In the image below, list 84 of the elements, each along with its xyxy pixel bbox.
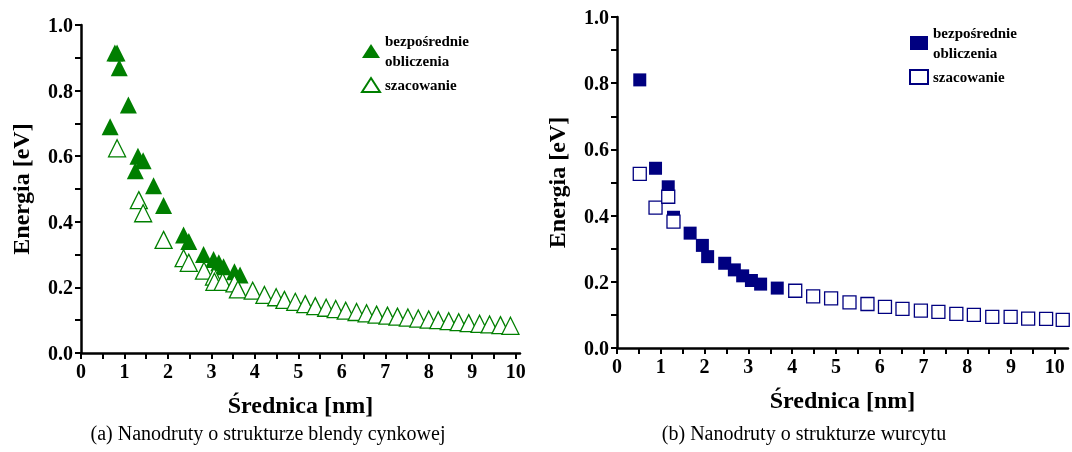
point <box>913 303 929 318</box>
point <box>666 214 681 229</box>
x-tick-label: 6 <box>874 355 885 377</box>
point <box>895 301 910 317</box>
y-tick-label: 0.8 <box>48 79 73 102</box>
point <box>179 253 198 272</box>
y-tick-label: 0.6 <box>48 145 73 168</box>
point <box>877 299 893 315</box>
point <box>842 295 857 310</box>
point <box>701 250 715 264</box>
x-tick-label: 10 <box>1044 355 1065 377</box>
point <box>633 73 647 87</box>
x-tick-label: 2 <box>699 355 710 377</box>
point <box>931 304 946 320</box>
point <box>1055 312 1070 328</box>
x-tick-label: 3 <box>206 360 217 382</box>
x-axis-title: Średnica [nm] <box>769 387 916 413</box>
text: (b) Nanodruty o strukturze wurcytu <box>661 422 947 445</box>
y-axis-title: Energia [eV] <box>544 116 570 249</box>
x-tick-label: 5 <box>293 360 304 382</box>
point <box>101 118 119 136</box>
point <box>1003 309 1018 325</box>
point <box>119 96 137 114</box>
point <box>806 289 821 304</box>
x-tick-label: 7 <box>918 355 929 377</box>
point <box>134 204 153 223</box>
point <box>754 277 768 291</box>
x-tick-label: 2 <box>162 360 173 382</box>
y-tick-label: 0.2 <box>48 276 73 299</box>
legend-label: szacowanie <box>933 69 1005 85</box>
y-tick-label: 1.0 <box>584 6 609 28</box>
x-tick-label: 4 <box>787 355 798 377</box>
point <box>255 285 274 305</box>
point <box>180 232 198 250</box>
point <box>1038 311 1054 327</box>
y-tick-label: 0.6 <box>584 138 609 161</box>
point <box>966 307 982 323</box>
point <box>126 162 144 180</box>
legend-label: szacowanie <box>385 77 457 93</box>
x-tick-label: 0 <box>612 355 622 377</box>
y-tick-label: 0.4 <box>584 204 609 227</box>
x-tick-label: 9 <box>1006 355 1017 377</box>
x-tick-label: 8 <box>423 360 434 382</box>
x-tick-label: 5 <box>830 355 841 377</box>
text: (a) Nanodruty o strukturze blendy cynkowej <box>90 422 446 445</box>
point <box>154 230 173 249</box>
x-tick-label: 10 <box>505 360 526 382</box>
point <box>788 283 803 298</box>
x-tick-label: 0 <box>76 360 86 382</box>
point <box>107 139 127 158</box>
point <box>1021 311 1036 326</box>
y-tick-label: 0.0 <box>584 337 609 359</box>
point <box>695 238 709 252</box>
x-tick-label: 9 <box>467 360 478 382</box>
y-tick-label: 1.0 <box>48 14 73 36</box>
point <box>649 161 663 175</box>
point <box>228 280 248 299</box>
y-axis-title: Energia [eV] <box>8 123 34 255</box>
x-tick-label: 3 <box>743 355 754 377</box>
x-tick-label: 8 <box>962 355 973 377</box>
point <box>661 189 676 204</box>
point <box>243 281 262 300</box>
x-tick-label: 6 <box>336 360 347 382</box>
point <box>860 296 875 312</box>
point <box>683 226 697 240</box>
y-tick-label: 0.8 <box>584 72 609 95</box>
x-tick-label: 7 <box>380 360 391 382</box>
x-axis-title: Średnica [nm] <box>227 392 374 418</box>
point <box>770 281 784 295</box>
point <box>823 291 839 306</box>
point <box>949 306 964 322</box>
point <box>985 309 1000 325</box>
point <box>155 196 173 214</box>
y-tick-label: 0.0 <box>48 342 73 364</box>
y-tick-label: 0.4 <box>48 210 73 233</box>
x-tick-label: 1 <box>655 355 666 377</box>
point <box>501 316 520 335</box>
point <box>110 59 128 77</box>
point <box>145 177 163 195</box>
x-tick-label: 4 <box>249 360 260 382</box>
point <box>648 200 663 215</box>
point <box>632 166 647 182</box>
y-tick-label: 0.2 <box>584 270 609 293</box>
x-tick-label: 1 <box>119 360 130 382</box>
